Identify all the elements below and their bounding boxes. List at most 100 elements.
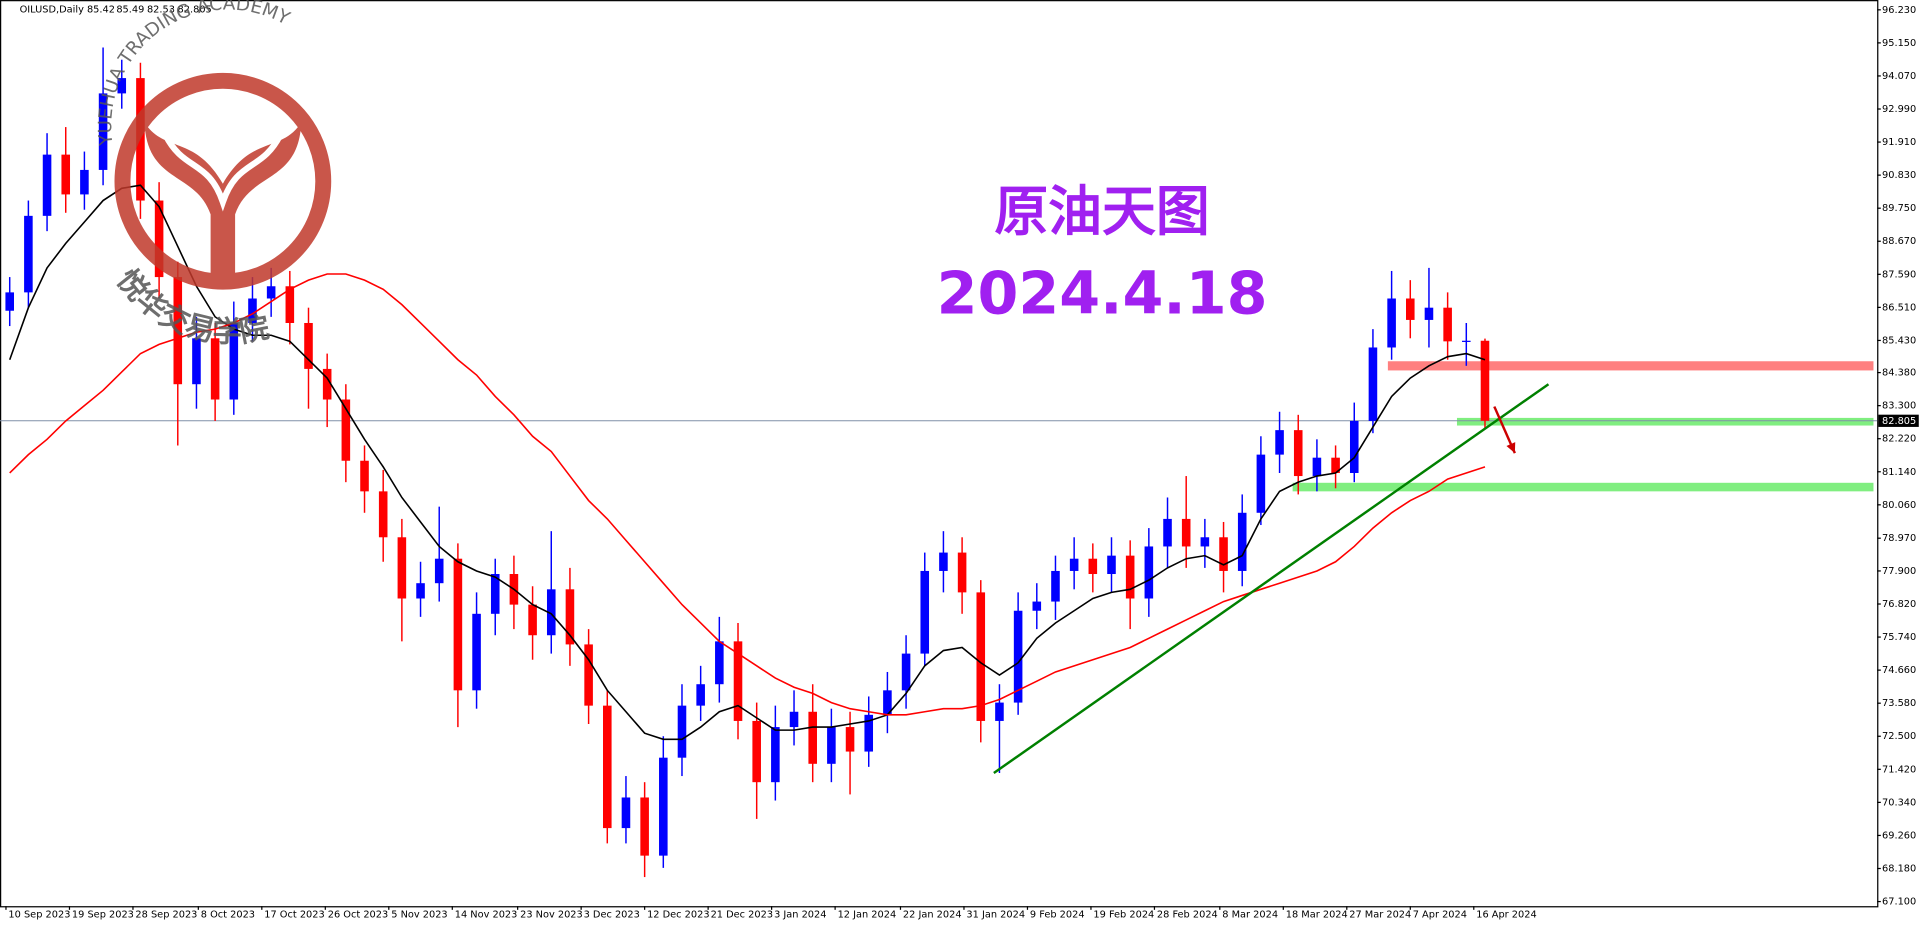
y-tick-label: 77.900 [1882,566,1916,577]
candle-body [696,684,705,706]
candle-body [771,727,780,783]
price-zone [1387,361,1874,371]
candle-body [845,727,855,752]
x-tick-label: 12 Jan 2024 [838,910,897,921]
y-tick-label: 78.970 [1882,533,1916,544]
candle-body [1349,420,1359,473]
candle-body [416,583,425,599]
candle-body [266,286,276,299]
candle-body [1032,601,1042,611]
candle-body [864,714,874,752]
candle-body [1051,570,1060,602]
x-tick-label: 12 Dec 2023 [647,910,710,921]
candle-body [1275,430,1284,455]
plot-frame [0,0,1879,908]
candle-body [1013,610,1023,703]
candle-body [5,292,14,311]
y-tick-label: 96.230 [1882,5,1916,16]
x-tick-label: 3 Dec 2023 [584,910,640,921]
candle-body [248,298,257,323]
candle-body [939,552,948,571]
y-tick-label: 82.220 [1882,434,1916,445]
candle-body [1462,340,1471,342]
candle-body [210,338,220,400]
arrow-head [1506,442,1516,454]
trendline [993,383,1550,774]
candle-body [360,460,369,492]
candle-body [490,574,500,614]
x-tick-label: 22 Jan 2024 [903,910,962,921]
y-tick-label: 85.430 [1882,335,1916,346]
candle-body [1237,512,1247,571]
candle-body [659,757,668,856]
candle-body [957,552,967,593]
candle-body [154,200,164,278]
ohlc-high: 85.49 [116,4,144,15]
header: OILUSD,Daily 85.42 85.49 82.53 82.805 [20,4,212,15]
y-tick-label: 73.580 [1882,698,1916,709]
candle-body [434,558,444,584]
candle-body [1405,298,1415,320]
x-tick-label: 5 Nov 2023 [391,910,447,921]
candle-body [827,727,836,764]
y-tick-label: 92.990 [1882,104,1916,115]
candle-body [1107,555,1116,575]
y-tick-label: 71.420 [1882,764,1916,775]
candle-body [1181,518,1191,547]
candle-body [1368,347,1378,421]
y-tick-label: 75.740 [1882,632,1916,643]
x-tick-label: 19 Feb 2024 [1093,910,1154,921]
y-tick-label: 83.300 [1882,401,1916,412]
candle-body [1163,518,1172,547]
y-tick-label: 89.750 [1882,203,1916,214]
y-tick-label: 95.150 [1882,38,1916,49]
candle-body [1200,537,1210,547]
candle-body [397,537,407,599]
candle-body [1088,558,1098,575]
candle-body [98,93,108,170]
ohlc-low: 82.53 [147,4,175,15]
y-tick-label: 86.510 [1882,302,1916,313]
chart-title: 原油天图 [994,179,1209,243]
candle-body [322,368,332,400]
candle-body [528,604,537,636]
moving-average [8,184,1486,741]
y-tick-label: 80.060 [1882,500,1916,511]
y-tick-label: 90.830 [1882,170,1916,181]
y-tick-label: 72.500 [1882,731,1916,742]
x-tick-label: 28 Feb 2024 [1157,910,1218,921]
candle-body [61,154,71,195]
logo-emblem-line [162,133,284,212]
x-tick-label: 16 Apr 2024 [1476,910,1536,921]
candle-body [173,277,183,385]
candle-body [1331,457,1340,473]
candle-body [733,641,743,721]
candle-body [677,705,687,758]
candle-body [715,641,724,685]
candle-body [752,720,761,783]
x-tick-label: 8 Oct 2023 [201,910,255,921]
candle-body [808,711,817,764]
price-tag [1878,414,1919,427]
candle-body [1293,430,1303,477]
x-tick-label: 28 Sep 2023 [135,910,197,921]
x-tick-label: 7 Apr 2024 [1413,910,1467,921]
ohlc-open: 85.42 [87,4,115,15]
x-tick-label: 18 Mar 2024 [1286,910,1348,921]
candle-body [42,154,52,216]
y-tick-label: 70.340 [1882,797,1916,808]
x-tick-label: 31 Jan 2024 [966,910,1025,921]
candle-body [341,399,351,461]
candle-body [546,589,556,636]
x-tick-label: 17 Oct 2023 [264,910,324,921]
candle-body [453,558,463,691]
candle-body [285,286,295,323]
price-tag-label: 82.805 [1882,416,1916,427]
y-tick-label: 69.260 [1882,830,1916,841]
y-tick-label: 76.820 [1882,599,1916,610]
candle-body [117,78,127,94]
candle-body [1144,546,1154,599]
